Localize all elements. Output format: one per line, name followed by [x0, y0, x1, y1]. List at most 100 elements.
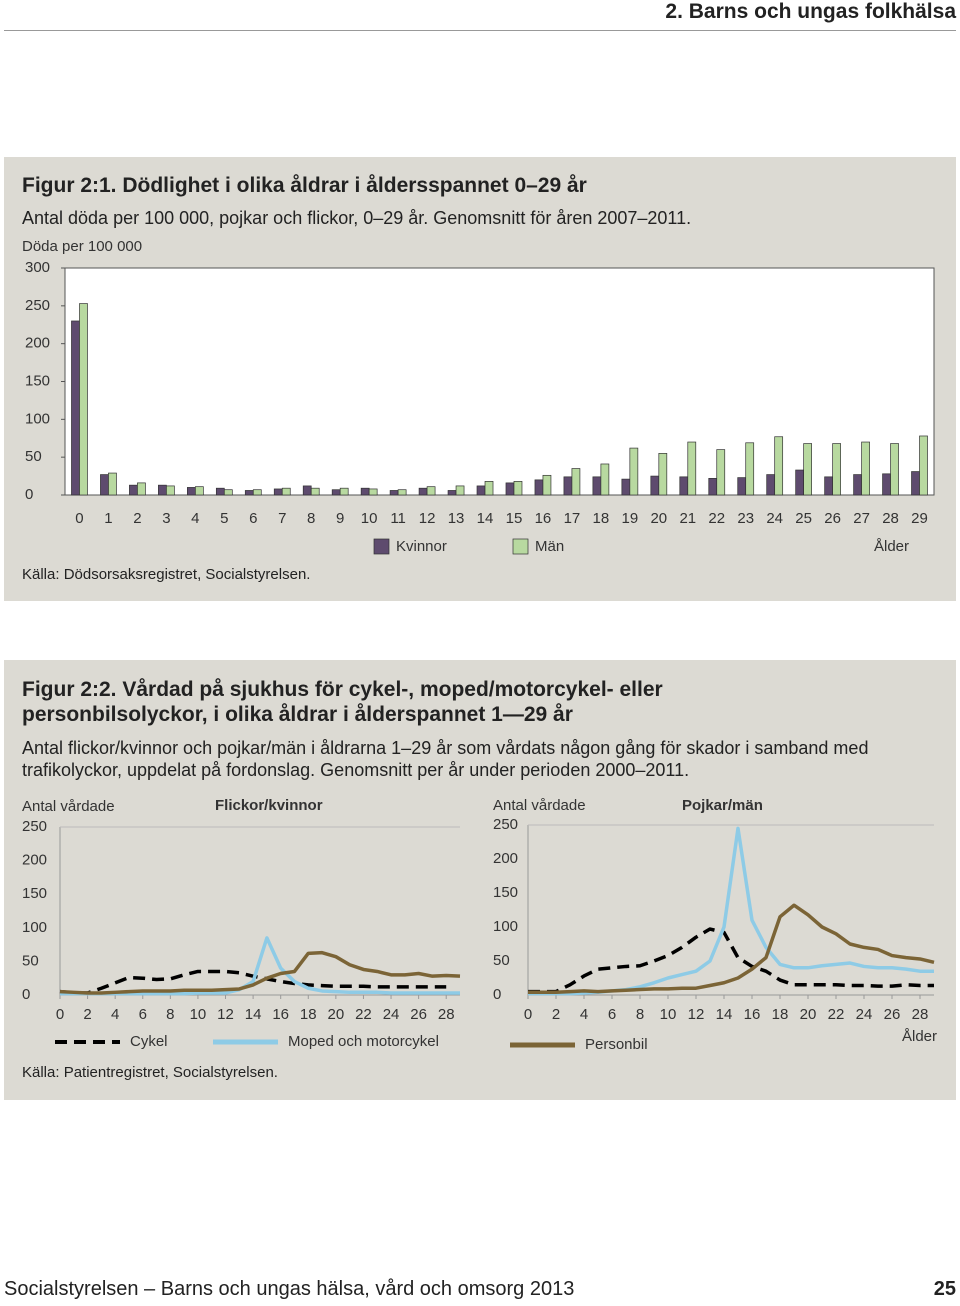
- bar: [803, 443, 813, 496]
- legend-swatch: [373, 538, 390, 555]
- x-tick-label: 4: [191, 510, 199, 527]
- y-tick-label: 50: [493, 952, 510, 969]
- bar: [716, 449, 726, 496]
- x-tick-label: 21: [679, 510, 696, 527]
- legend-label: Cykel: [130, 1033, 168, 1050]
- x-tick-label: 16: [272, 1006, 289, 1023]
- x-tick-label: 2: [83, 1006, 91, 1023]
- x-tick-label: 11: [390, 510, 406, 527]
- x-tick-label: 28: [438, 1006, 455, 1023]
- y-tick-label: 250: [25, 297, 50, 314]
- x-tick-label: 13: [448, 510, 465, 527]
- x-tick-label: 4: [580, 1006, 588, 1023]
- bar: [302, 485, 312, 496]
- bar: [310, 487, 320, 496]
- data-line: [528, 903, 935, 995]
- figure-subtitle: Antal flickor/kvinnor och pojkar/män i å…: [22, 738, 869, 780]
- x-tick-label: 2: [133, 510, 141, 527]
- y-tick-label: 150: [493, 884, 518, 901]
- x-tick-label: 9: [336, 510, 344, 527]
- bar: [658, 453, 668, 496]
- x-axis-label: Ålder: [874, 538, 909, 555]
- y-tick-label: 250: [493, 816, 518, 833]
- bar: [563, 476, 573, 496]
- page-number: 25: [933, 1278, 956, 1300]
- data-line: [59, 950, 461, 995]
- bar: [215, 487, 225, 496]
- bar: [505, 482, 515, 496]
- x-tick-label: 18: [300, 1006, 317, 1023]
- x-tick-label: 14: [245, 1006, 262, 1023]
- bar: [650, 475, 660, 496]
- bar: [795, 469, 805, 496]
- bar: [745, 442, 755, 496]
- x-tick-label: 22: [355, 1006, 372, 1023]
- bar: [331, 489, 341, 496]
- x-tick-label: 26: [884, 1006, 901, 1023]
- y-axis-label: Antal vårdade: [493, 797, 586, 814]
- legend-label: Män: [535, 538, 564, 555]
- bar: [476, 485, 486, 496]
- bar: [737, 477, 747, 496]
- bar: [360, 487, 370, 496]
- bar: [882, 473, 891, 496]
- bar: [890, 443, 899, 496]
- x-tick-label: 16: [535, 510, 552, 527]
- y-tick-label: 0: [22, 986, 30, 1003]
- bar: [397, 489, 407, 496]
- bar: [368, 488, 378, 496]
- x-tick-label: 12: [419, 510, 436, 527]
- x-tick-label: 18: [772, 1006, 789, 1023]
- header-rule: [4, 30, 956, 31]
- x-tick-label: 12: [688, 1006, 705, 1023]
- chart-title: Flickor/kvinnor: [215, 797, 323, 814]
- bar: [853, 474, 862, 496]
- data-line: [528, 826, 934, 996]
- footer-text: Socialstyrelsen – Barns och ungas hälsa,…: [4, 1278, 575, 1300]
- plot-area: [64, 267, 935, 496]
- bar: [426, 486, 436, 496]
- x-tick-label: 26: [410, 1006, 427, 1023]
- legend-label: Personbil: [585, 1036, 648, 1053]
- x-tick-label: 17: [564, 510, 581, 527]
- y-tick-label: 300: [25, 259, 50, 276]
- bar: [621, 478, 631, 496]
- y-tick-label: 150: [25, 372, 50, 389]
- bar: [484, 481, 494, 496]
- y-tick-label: 250: [22, 818, 47, 835]
- x-tick-label: 28: [912, 1006, 929, 1023]
- x-tick-label: 6: [249, 510, 257, 527]
- x-tick-label: 10: [660, 1006, 677, 1023]
- bar: [455, 485, 465, 496]
- x-tick-label: 8: [307, 510, 315, 527]
- legend-label: Kvinnor: [396, 538, 447, 555]
- y-tick-label: 200: [25, 335, 50, 352]
- bar: [195, 486, 204, 496]
- x-tick-label: 23: [737, 510, 754, 527]
- x-tick-label: 29: [911, 510, 928, 527]
- x-tick-label: 18: [593, 510, 610, 527]
- bar: [79, 303, 88, 496]
- y-tick-label: 100: [22, 919, 47, 936]
- bar: [592, 476, 602, 496]
- bar: [129, 484, 138, 496]
- x-tick-label: 0: [56, 1006, 64, 1023]
- x-tick-label: 8: [636, 1006, 644, 1023]
- x-tick-label: 22: [708, 510, 725, 527]
- figure-title: Figur 2:2. Vårdad på sjukhus för cykel-,…: [22, 678, 663, 726]
- x-tick-label: 22: [828, 1006, 845, 1023]
- x-tick-label: 24: [766, 510, 783, 527]
- chart-title: Pojkar/män: [682, 797, 763, 814]
- bar: [687, 441, 697, 496]
- x-tick-label: 16: [744, 1006, 761, 1023]
- bar: [108, 472, 117, 496]
- y-tick-label: 50: [25, 448, 42, 465]
- x-tick-label: 1: [104, 510, 112, 527]
- y-tick-label: 0: [493, 986, 501, 1003]
- x-tick-label: 2: [552, 1006, 560, 1023]
- x-tick-label: 26: [824, 510, 841, 527]
- y-axis-label: Döda per 100 000: [22, 238, 142, 255]
- x-axis-label: Ålder: [902, 1028, 937, 1045]
- bar: [571, 468, 581, 496]
